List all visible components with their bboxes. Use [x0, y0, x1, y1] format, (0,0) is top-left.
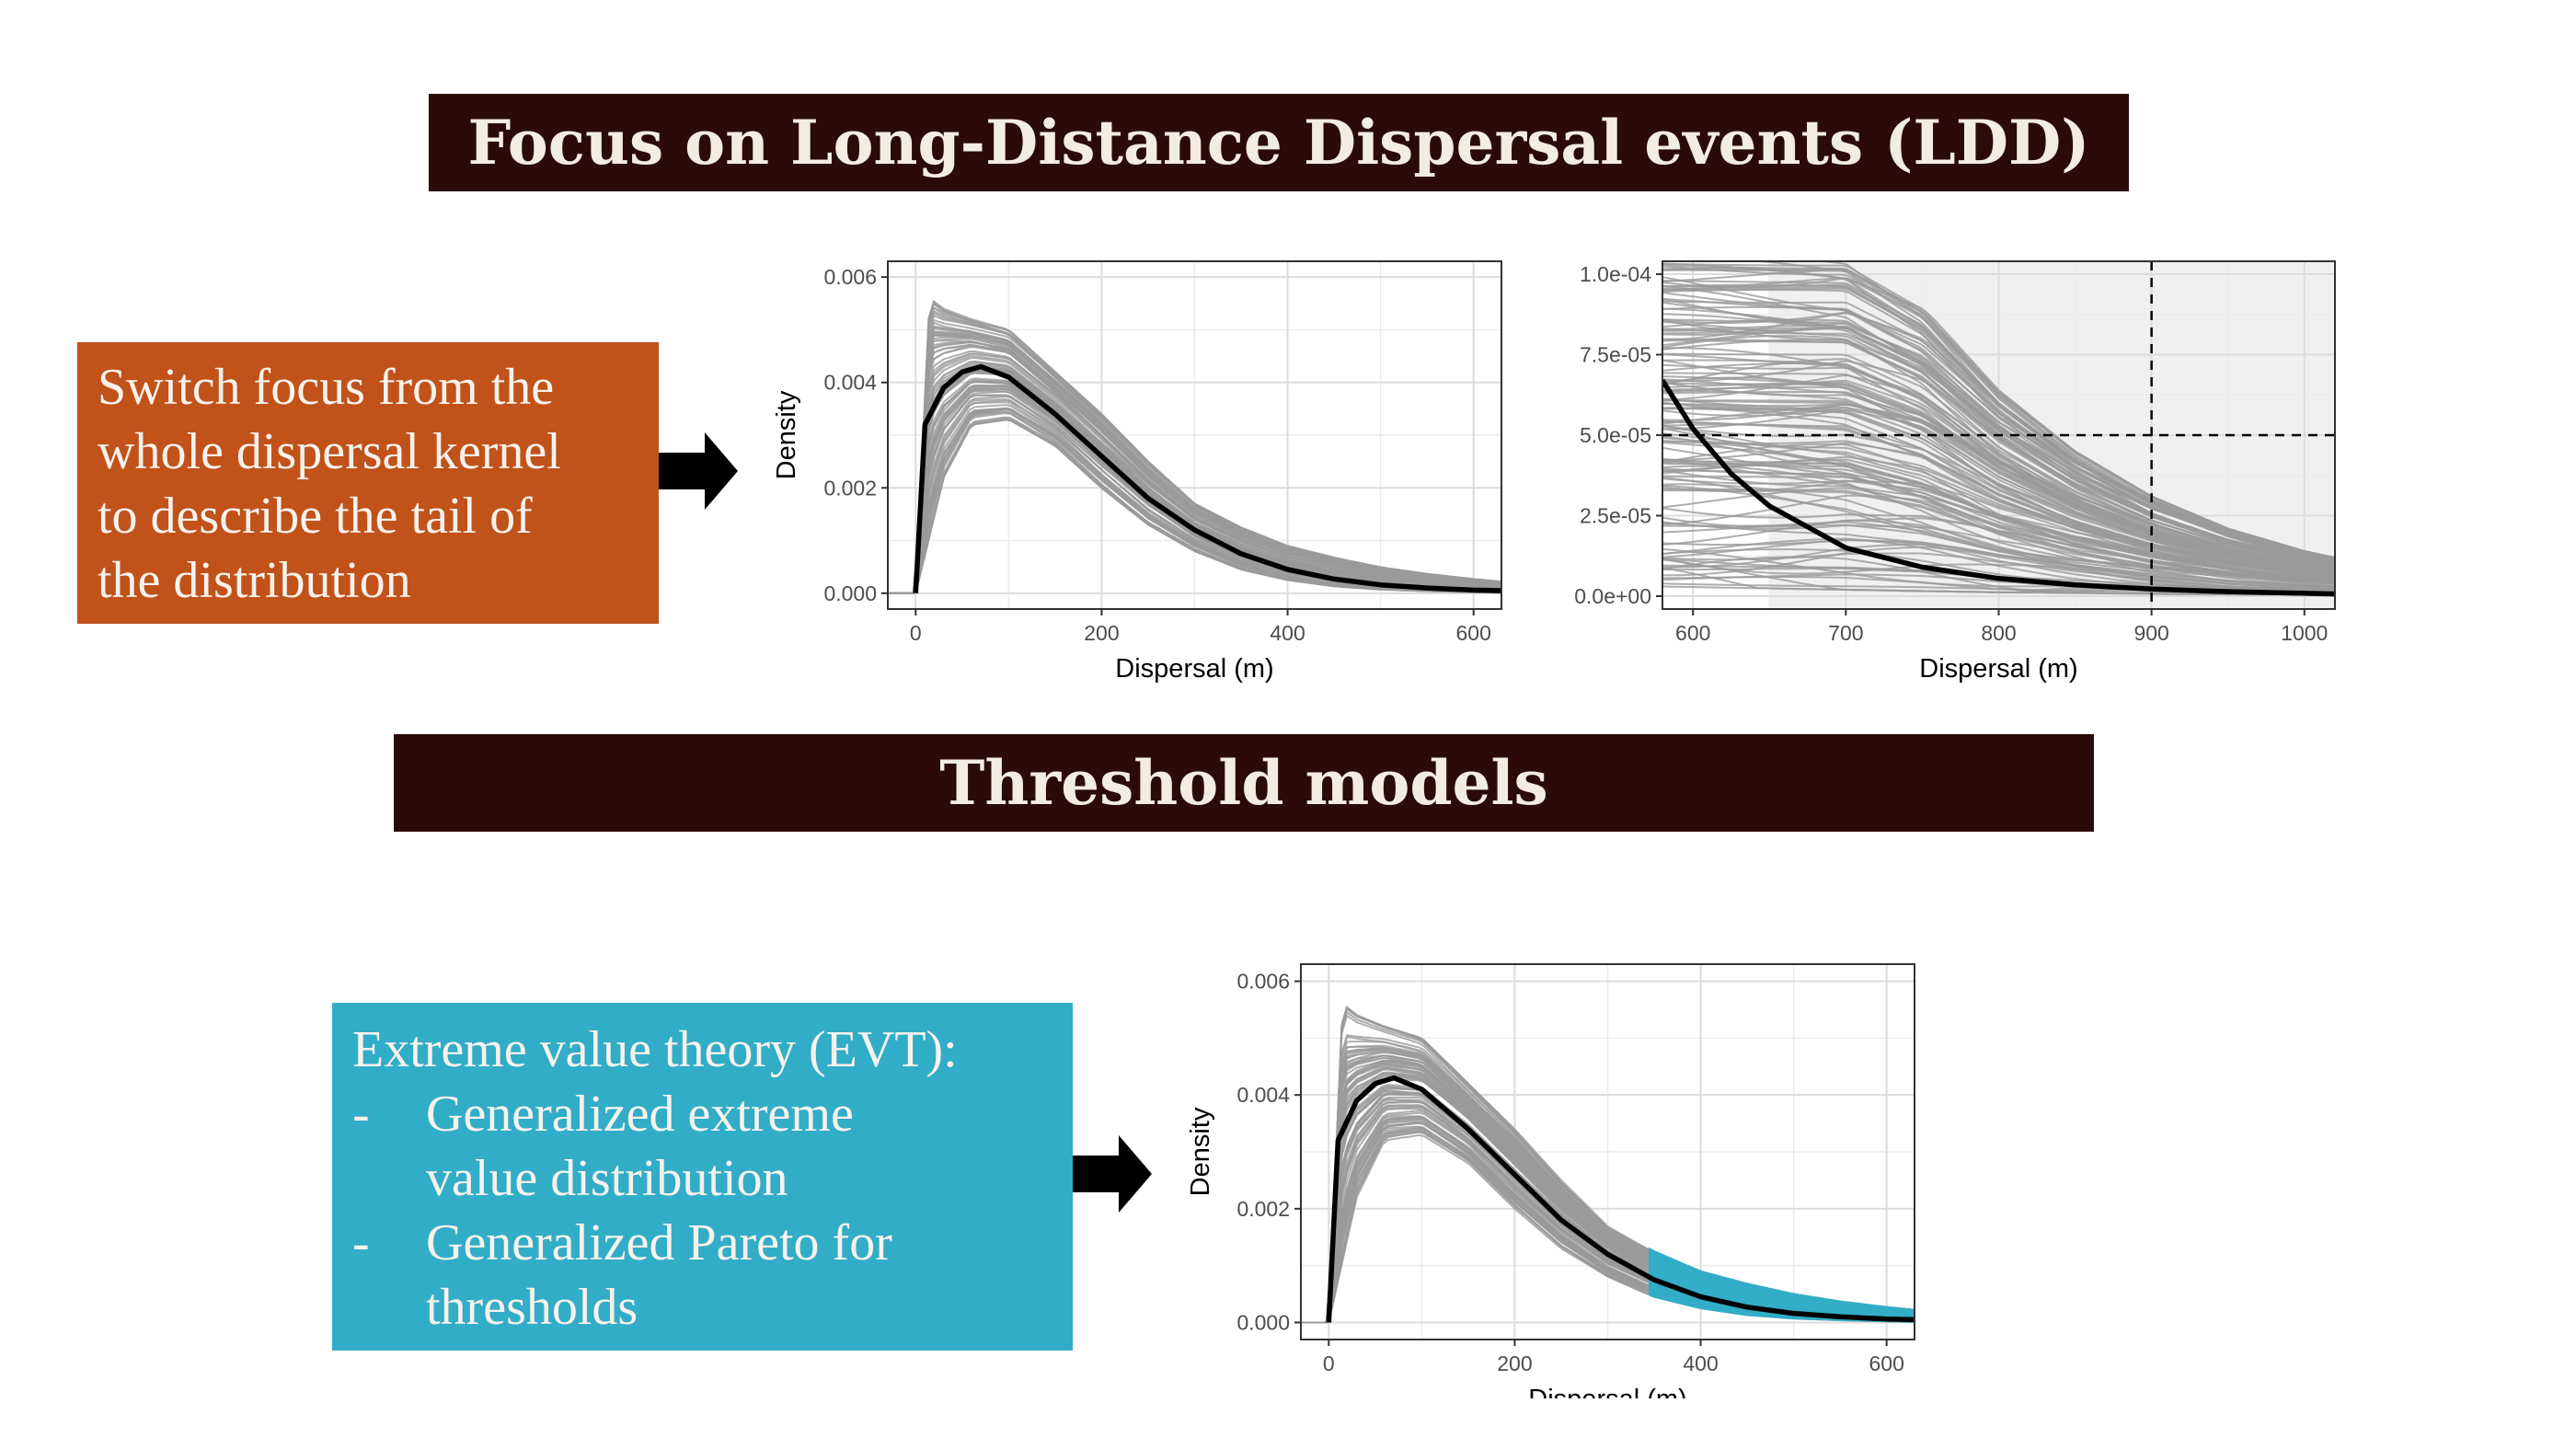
plot-border [887, 260, 1502, 610]
x-tick-label: 800 [1981, 621, 2016, 645]
tail-region-fill [1649, 1247, 1915, 1323]
kernel-sample-line [1662, 352, 2335, 569]
plot-area [888, 261, 1501, 609]
y-tick-label: 0.0e+00 [1574, 584, 1651, 608]
x-tick-label: 1000 [2281, 621, 2328, 645]
evt-item-line: Generalized Pareto for [426, 1214, 892, 1271]
kernel-sample-line [1662, 548, 2335, 592]
x-tick-label: 600 [1675, 621, 1710, 645]
textbox-line: the distribution [98, 552, 411, 609]
x-tick-label: 400 [1270, 621, 1305, 645]
evt-heading: Extreme value theory (EVT): [352, 1021, 958, 1078]
x-tick-label: 0 [1323, 1351, 1335, 1375]
section-title-ldd: Focus on Long-Distance Dispersal events … [429, 94, 2129, 191]
kernel-tail-zoom-chart: 600 700 800 900 1000 0.0e+00 2.5e-05 5.0e-05 7.5… [1574, 260, 2336, 684]
kernel-sample-line [1662, 406, 2335, 578]
kernel-sample-line [1662, 477, 2335, 583]
kernel-sample-line [1662, 469, 2335, 583]
x-axis-label: Dispersal (m) [1115, 654, 1273, 684]
bullet-dash: - [352, 1214, 370, 1271]
kernel-sample-line [1662, 407, 2335, 576]
kernel-sample-line [888, 341, 1501, 594]
y-tick-label: 1.0e-04 [1580, 262, 1651, 286]
y-tick-label: 0.006 [823, 265, 877, 289]
x-tick-label: 600 [1455, 621, 1490, 645]
kernel-sample-line [1662, 442, 2335, 580]
textbox-line: whole dispersal kernel [98, 423, 561, 480]
y-tick-label: 0.002 [1236, 1197, 1290, 1221]
kernel-density-chart: 0 200 400 600 0.000 0.002 0.004 0.006 Dispersal … [772, 260, 1502, 684]
kernel-sample-line [1662, 372, 2335, 572]
kernel-sample-line [1662, 519, 2335, 592]
y-tick-label: 0.000 [1236, 1310, 1290, 1334]
mean-kernel-line [913, 363, 1501, 593]
evt-item-text: Generalized Pareto for thresholds [426, 1211, 892, 1340]
plot-border [1300, 963, 1915, 1340]
kernel-sample-line [888, 302, 1501, 594]
right-arrow-icon [659, 432, 738, 510]
x-tick-label: 200 [1084, 621, 1119, 645]
x-tick-label: 200 [1497, 1351, 1532, 1375]
y-tick-label: 0.004 [1236, 1083, 1290, 1107]
y-axis-label: Density [1186, 1107, 1215, 1196]
kernel-sample-line [1662, 298, 2335, 562]
y-tick-label: 2.5e-05 [1580, 504, 1651, 528]
kernel-sample-line [888, 419, 1501, 594]
mean-kernel-line [1662, 379, 2335, 597]
x-tick-label: 900 [2133, 621, 2168, 645]
evt-item-line: value distribution [426, 1150, 788, 1207]
plot-area [1662, 261, 2335, 609]
kernel-sample-line [1662, 567, 2335, 594]
y-tick-label: 0.002 [823, 476, 877, 500]
bullet-dash: - [352, 1086, 370, 1143]
kernel-sample-line [1662, 399, 2335, 575]
kernel-sample-line [1662, 539, 2335, 592]
evt-list-item: - Generalized Pareto for thresholds [352, 1211, 1073, 1340]
kernel-sample-line [1662, 523, 2335, 590]
evt-item-line: Generalized extreme [426, 1086, 854, 1143]
textbox-line: to describe the tail of [98, 488, 533, 545]
kernel-sample-line [1662, 487, 2335, 588]
kernel-sample-line [1662, 446, 2335, 580]
x-axis-label: Dispersal (m) [1528, 1385, 1686, 1398]
x-axis-label: Dispersal (m) [1919, 654, 2077, 684]
x-tick-label: 0 [910, 621, 922, 645]
plot-area [1301, 964, 1915, 1340]
kernel-sample-line [1662, 483, 2335, 585]
threshold-kernel-chart: 0 200 400 600 0.000 0.002 0.004 0.006 Dispersal … [1186, 963, 1915, 1398]
x-tick-label: 700 [1828, 621, 1863, 645]
x-tick-label: 600 [1869, 1351, 1903, 1375]
y-tick-label: 7.5e-05 [1580, 343, 1651, 367]
right-arrow-icon [1073, 1135, 1152, 1213]
evt-textbox: Extreme value theory (EVT): - Generalize… [332, 1003, 1073, 1351]
evt-list-item: - Generalized extreme value distribution [352, 1082, 1073, 1211]
evt-item-line: thresholds [426, 1279, 638, 1336]
switch-focus-textbox: Switch focus from the whole dispersal ke… [77, 342, 659, 624]
y-tick-label: 5.0e-05 [1580, 423, 1651, 447]
y-tick-label: 0.000 [823, 581, 877, 605]
kernel-sample-line [1662, 262, 2335, 559]
kernel-sample-line [1662, 455, 2335, 582]
evt-item-text: Generalized extreme value distribution [426, 1082, 854, 1211]
mean-kernel-line [1326, 1075, 1915, 1323]
kernel-sample-line [1662, 465, 2335, 583]
kernel-sample-line [1662, 286, 2335, 562]
y-tick-label: 0.006 [1236, 970, 1290, 994]
section-title-threshold-models: Threshold models [394, 734, 2094, 832]
x-tick-label: 400 [1683, 1351, 1718, 1375]
y-tick-label: 0.004 [823, 371, 877, 395]
y-axis-label: Density [772, 390, 801, 479]
kernel-sample-line [1662, 307, 2335, 564]
textbox-line: Switch focus from the [98, 359, 555, 416]
